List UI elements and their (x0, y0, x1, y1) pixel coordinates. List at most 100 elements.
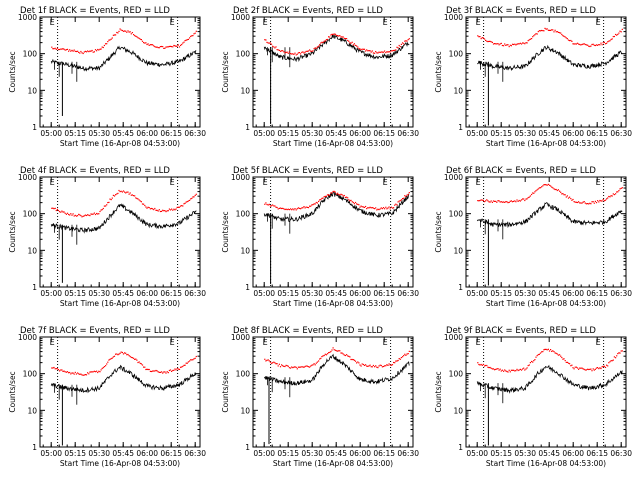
lld-point (393, 361, 395, 364)
lld-point (120, 190, 122, 192)
lld-point (358, 204, 360, 206)
lld-point (534, 191, 536, 193)
lld-point (600, 42, 602, 44)
lld-point (191, 359, 193, 361)
lld-point (545, 348, 547, 350)
lld-point (326, 194, 329, 196)
lld-point (513, 200, 515, 202)
lld-point (352, 44, 354, 46)
lld-point (63, 48, 65, 50)
lld-point (584, 202, 586, 204)
lld-point (283, 208, 285, 210)
lld-point (356, 203, 358, 205)
lld-point (588, 45, 590, 47)
lld-point (305, 206, 307, 208)
lld-point (311, 364, 313, 366)
lld-point (572, 43, 574, 45)
y-tick-label: 1 (245, 443, 250, 452)
lld-point (386, 51, 388, 53)
lld-point (310, 205, 312, 207)
lld-point (63, 370, 65, 372)
lld-point (406, 353, 408, 355)
lld-point (137, 361, 139, 364)
x-tick-label: 05:30 (88, 289, 110, 298)
lld-point (150, 207, 153, 210)
lld-point (389, 208, 391, 210)
lld-point (64, 371, 66, 373)
lld-point (490, 200, 492, 202)
lld-point (545, 28, 547, 30)
lld-point (523, 198, 525, 200)
y-tick-label: 10 (240, 86, 250, 95)
lld-point (172, 46, 174, 48)
lld-point (77, 215, 79, 217)
lld-point (479, 199, 481, 202)
lld-point (69, 371, 71, 374)
lld-point (343, 37, 345, 39)
lld-point (339, 35, 341, 37)
x-tick-label: 06:00 (349, 289, 371, 298)
lld-point (292, 208, 294, 210)
lld-point (78, 213, 80, 215)
lld-point (147, 368, 149, 371)
lld-point (491, 201, 493, 203)
y-tick-label: 10 (27, 86, 37, 95)
lld-point (621, 350, 623, 352)
lld-point (500, 201, 502, 203)
lld-point (597, 200, 599, 202)
lld-point (515, 44, 517, 46)
lld-point (156, 209, 158, 211)
lld-point (487, 41, 489, 43)
lld-point (129, 355, 131, 358)
lld-point (478, 36, 480, 38)
plot-frame (465, 176, 627, 288)
lld-point (112, 194, 114, 196)
lld-point (527, 197, 529, 199)
x-tick-label: 05:45 (325, 129, 347, 138)
lld-point (584, 43, 586, 46)
lld-point (609, 40, 611, 42)
lld-point (402, 356, 404, 358)
lld-point (559, 32, 561, 34)
lld-point (350, 199, 352, 201)
lld-point (57, 48, 60, 51)
x-tick-label: 06:15 (160, 289, 182, 298)
marker-label: E (476, 18, 481, 27)
lld-point (597, 44, 599, 46)
y-tick-label: 10 (453, 86, 463, 95)
lld-point (164, 47, 166, 49)
lld-point (55, 48, 57, 50)
lld-point (152, 44, 154, 46)
lld-point (306, 50, 308, 52)
lld-point (87, 372, 89, 374)
lld-point (582, 368, 584, 370)
lld-point (507, 44, 509, 46)
lld-point (337, 35, 339, 37)
lld-point (489, 40, 491, 42)
lld-point (81, 216, 83, 218)
lld-point (292, 367, 294, 369)
lld-point (607, 365, 609, 367)
lld-point (53, 48, 55, 50)
lld-point (386, 208, 388, 210)
lld-point (570, 39, 572, 42)
lld-series (51, 28, 197, 55)
lld-point (315, 47, 317, 49)
lld-point (195, 193, 197, 195)
lld-point (284, 365, 286, 368)
lld-point (312, 204, 314, 206)
y-tick-label: 1000 (18, 13, 37, 22)
lld-point (266, 359, 268, 361)
lld-point (125, 192, 127, 194)
lld-point (297, 52, 299, 54)
lld-point (387, 364, 389, 366)
lld-point (325, 39, 327, 41)
lld-point (394, 362, 396, 364)
lld-point (130, 356, 132, 358)
plot-frame (252, 176, 414, 288)
lld-point (192, 196, 194, 198)
lld-point (616, 34, 618, 36)
lld-point (542, 351, 544, 353)
lld-point (182, 205, 184, 207)
lld-point (302, 51, 304, 53)
